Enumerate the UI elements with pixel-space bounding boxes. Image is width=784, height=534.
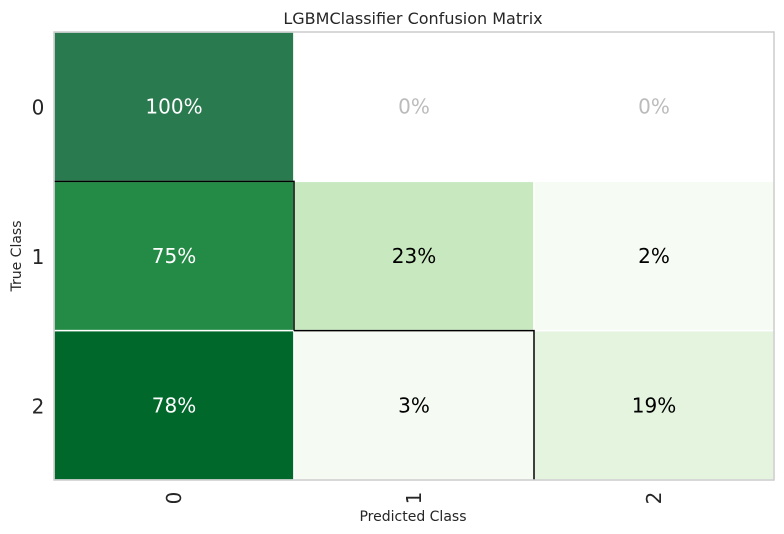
cell-label-1-1: 23% xyxy=(392,244,436,268)
cell-label-1-2: 2% xyxy=(638,244,670,268)
cell-label-2-0: 78% xyxy=(152,393,196,417)
cell-label-2-1: 3% xyxy=(398,393,430,417)
cell-label-0-0: 100% xyxy=(145,95,202,119)
plot-frame xyxy=(53,31,775,481)
y-axis-label: True Class xyxy=(9,220,25,292)
x-tick-label-2: 2 xyxy=(642,492,666,505)
cell-label-2-2: 19% xyxy=(632,393,676,417)
heatmap-cell-1-2 xyxy=(533,180,775,332)
diagonal-highlight-borders xyxy=(54,180,535,480)
axis-ticks: 0 1 2 0 1 2 xyxy=(32,96,666,505)
heatmap-cell-1-1 xyxy=(293,180,535,332)
cell-label-0-2: 0% xyxy=(638,95,670,119)
heatmap-cell-2-1 xyxy=(293,329,535,481)
x-tick-label-1: 1 xyxy=(402,492,426,505)
chart-title: LGBMClassifier Confusion Matrix xyxy=(283,9,542,28)
heatmap-cell-0-0 xyxy=(53,31,295,183)
diagonal-border-1 xyxy=(54,180,295,331)
heatmap-cell-0-1 xyxy=(293,31,535,183)
y-tick-label-2: 2 xyxy=(32,394,45,418)
x-axis-label: Predicted Class xyxy=(359,509,466,525)
y-tick-label-1: 1 xyxy=(32,245,45,269)
x-tick-label-0: 0 xyxy=(162,492,186,505)
heatmap-cell-1-0 xyxy=(53,180,295,332)
diagonal-border-2 xyxy=(294,329,535,480)
cell-label-1-0: 75% xyxy=(152,244,196,268)
y-tick-label-0: 0 xyxy=(32,96,45,120)
cell-label-0-1: 0% xyxy=(398,95,430,119)
heatmap-cells: 100% 0% 0% 75% 23% 2% 78% 3% 19% xyxy=(53,31,775,481)
